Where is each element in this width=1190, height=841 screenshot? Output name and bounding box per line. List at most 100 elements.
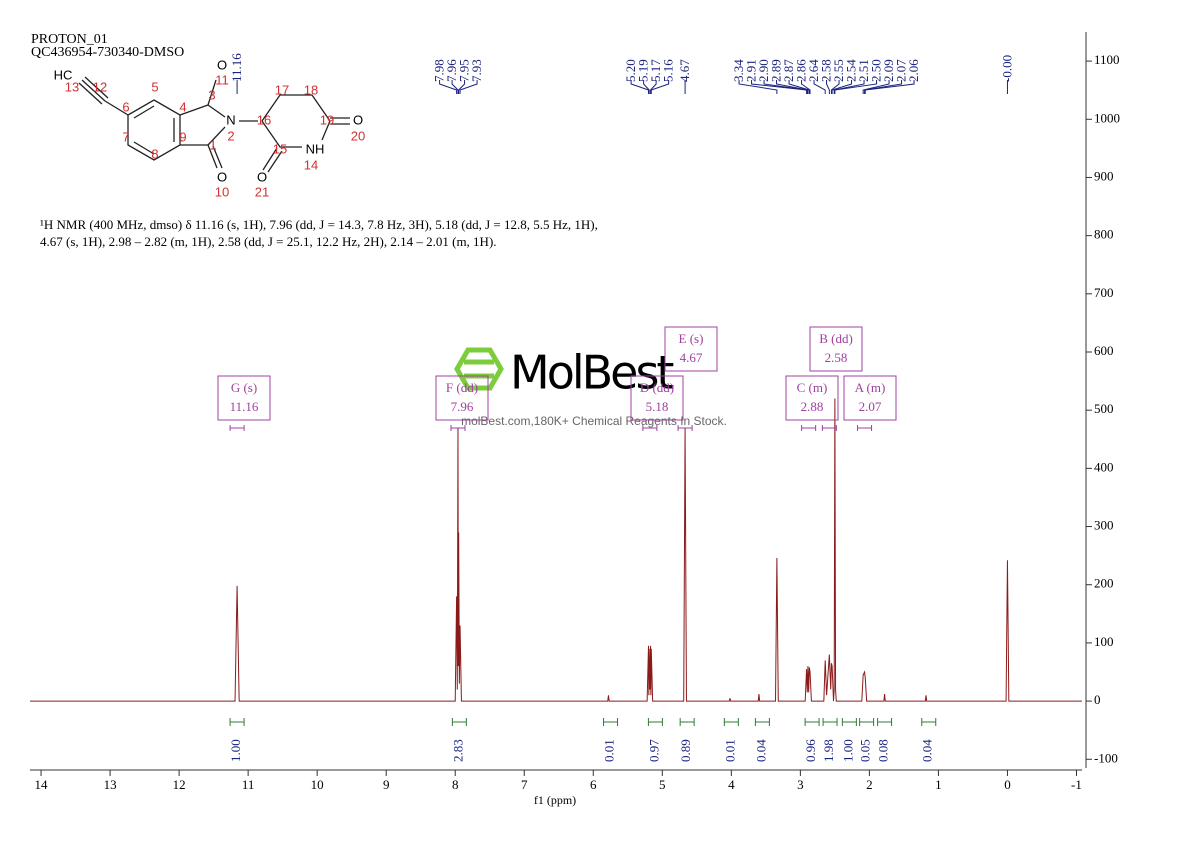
y-tick-label: 700 <box>1094 285 1114 300</box>
atom-label: 11 <box>215 72 229 87</box>
peak-label: 2.54 <box>844 59 859 82</box>
integral-bracket <box>679 718 695 726</box>
peak-label: 11.16 <box>229 53 244 82</box>
peak-label: 7.93 <box>469 59 484 82</box>
atom-label: 6 <box>122 99 129 114</box>
peak-label: 2.86 <box>794 59 809 82</box>
multiplet-range <box>857 425 873 431</box>
multiplet-shift: 5.18 <box>646 399 669 414</box>
multiplet-shift: 7.96 <box>451 399 474 414</box>
atom-label: 19 <box>320 112 334 127</box>
x-tick-label: 3 <box>797 777 804 792</box>
atom-label: 12 <box>93 79 107 94</box>
peak-label: 2.87 <box>781 59 796 82</box>
integral-bracket <box>603 718 619 726</box>
atom-label: 15 <box>273 141 287 156</box>
peak-label: -0.00 <box>999 55 1014 82</box>
multiplet-range <box>821 425 837 431</box>
integral-bracket <box>921 718 937 726</box>
peak-leader <box>788 80 810 94</box>
peak-label: 2.50 <box>869 59 884 82</box>
peak-leader <box>864 80 915 94</box>
x-tick-label: 14 <box>35 777 49 792</box>
peak-leader <box>834 80 878 94</box>
atom-label: 1 <box>209 137 216 152</box>
integral-label: 0.08 <box>876 739 891 762</box>
integral-label: 0.96 <box>803 739 818 762</box>
y-tick-label: 1000 <box>1094 110 1120 125</box>
integral-bracket <box>877 718 893 726</box>
peak-leader <box>458 80 466 94</box>
x-axis-label: f1 (ppm) <box>534 793 576 807</box>
y-tick-label: 100 <box>1094 634 1114 649</box>
multiplet-box <box>785 375 839 421</box>
y-tick-label: 400 <box>1094 459 1114 474</box>
multiplet-shift: 2.58 <box>825 350 848 365</box>
y-tick-label: 200 <box>1094 576 1114 591</box>
peak-leader <box>439 80 458 94</box>
integral-label: 2.83 <box>450 739 465 762</box>
integral-bracket <box>859 718 875 726</box>
multiplet-shift: 2.88 <box>801 399 824 414</box>
molecule-bonds <box>78 76 350 173</box>
peak-label: 7.95 <box>457 59 472 82</box>
y-tick-label: 600 <box>1094 343 1114 358</box>
integral-bracket <box>841 718 857 726</box>
peak-label: 4.67 <box>677 59 692 82</box>
integral-bracket <box>229 718 245 726</box>
peak-label: 2.64 <box>806 59 821 82</box>
peak-leader <box>831 80 853 94</box>
multiplet-box <box>217 375 271 421</box>
peak-leader <box>630 80 649 94</box>
peak-label: 2.55 <box>831 59 846 82</box>
peak-leader <box>813 80 826 94</box>
peak-label: 5.20 <box>623 59 638 82</box>
atom-label: 14 <box>304 157 318 172</box>
integral-label: 0.04 <box>753 739 768 762</box>
atom-label: 8 <box>151 146 158 161</box>
peak-leader <box>833 80 865 94</box>
peak-leader <box>830 80 840 94</box>
x-tick-label: 10 <box>311 777 324 792</box>
peak-leader <box>763 80 808 94</box>
peak-label: 5.19 <box>636 59 651 82</box>
integral-bracket <box>754 718 770 726</box>
y-tick-label: 800 <box>1094 227 1114 242</box>
x-tick-label: 4 <box>728 777 735 792</box>
peak-label: 2.90 <box>756 59 771 82</box>
peak-leader <box>826 80 830 94</box>
integral-label: 0.01 <box>602 739 617 762</box>
x-tick-label: 13 <box>104 777 117 792</box>
peak-label: 2.91 <box>744 59 759 82</box>
integral-bracket <box>822 718 838 726</box>
peak-leader <box>643 80 650 94</box>
peak-label: 5.17 <box>648 59 663 82</box>
integral-label: 1.00 <box>228 739 243 762</box>
atom-label: O <box>217 57 227 72</box>
multiplet-label: B (dd) <box>819 331 853 346</box>
y-tick-label: 900 <box>1094 168 1114 183</box>
multiplet-box <box>809 326 863 372</box>
x-tick-label: 8 <box>452 777 459 792</box>
atom-label: 7 <box>122 129 129 144</box>
peak-label: 2.51 <box>856 59 871 82</box>
x-tick-label: -1 <box>1071 777 1082 792</box>
atom-label: 5 <box>151 79 158 94</box>
x-tick-label: 12 <box>173 777 186 792</box>
atom-label: 17 <box>275 82 289 97</box>
peak-leader <box>751 80 808 94</box>
x-tick-label: 9 <box>383 777 390 792</box>
atom-label: 3 <box>208 87 215 102</box>
nmr-description: ¹H NMR (400 MHz, dmso) δ 11.16 (s, 1H), … <box>40 217 598 249</box>
multiplet-label: A (m) <box>855 380 886 395</box>
multiplet-range <box>801 425 817 431</box>
multiplet-range <box>229 425 245 431</box>
multiplet-label: F (dd) <box>446 380 478 395</box>
peak-label: 3.34 <box>731 59 746 82</box>
multiplet-label: G (s) <box>231 380 257 395</box>
peak-label: 2.07 <box>894 59 909 82</box>
peak-label: 2.89 <box>769 59 784 82</box>
integral-label: 0.89 <box>678 739 693 762</box>
multiplet-shift: 11.16 <box>230 399 259 414</box>
